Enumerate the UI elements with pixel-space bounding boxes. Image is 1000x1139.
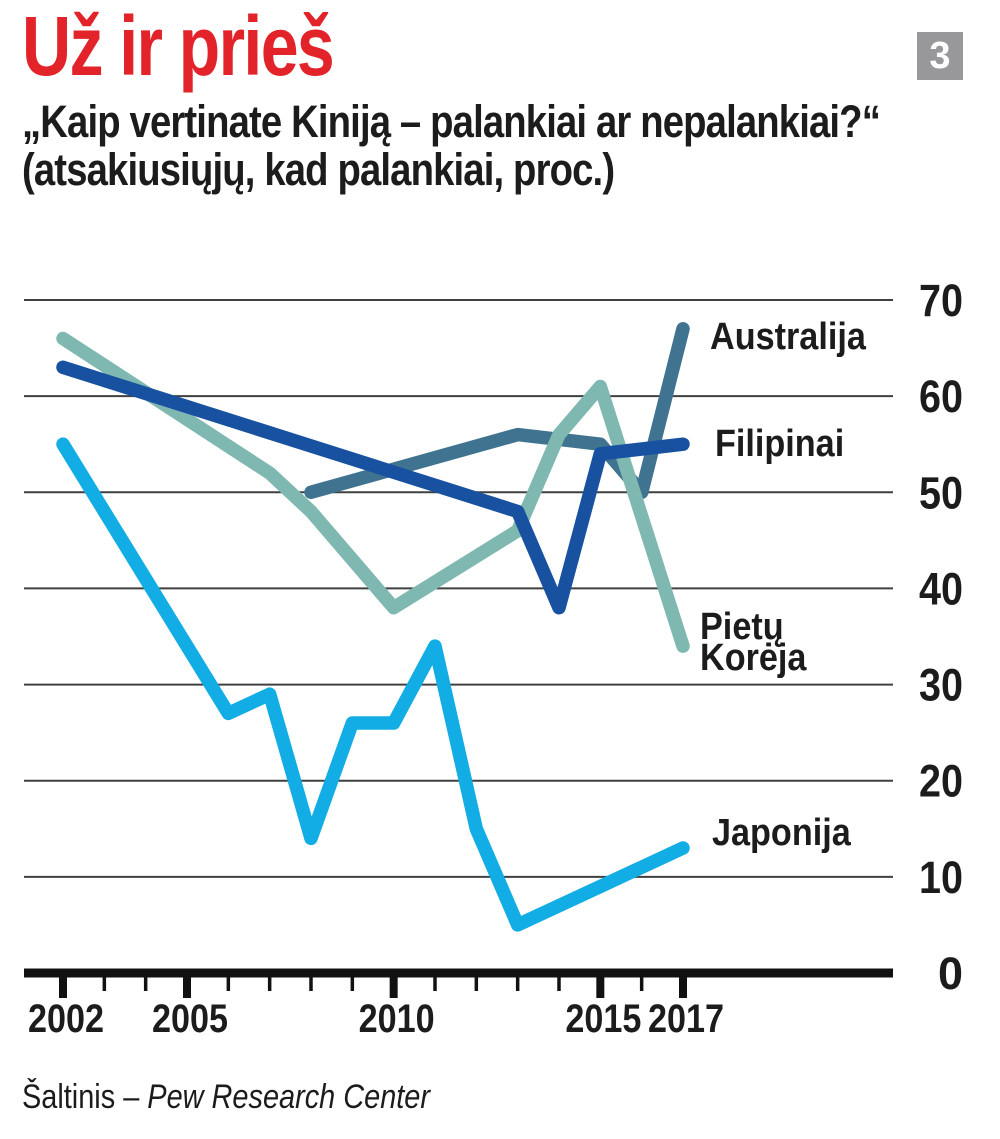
- y-tick-label-30: 30: [919, 660, 963, 711]
- series-line-australija: [304, 322, 690, 500]
- x-tick-label-2017: 2017: [648, 997, 724, 1041]
- figure-number-badge: 3: [917, 32, 963, 80]
- series-line-japonija: [56, 437, 690, 932]
- y-tick-label-50: 50: [919, 467, 963, 518]
- y-tick-label-60: 60: [919, 371, 963, 422]
- x-tick-label-2015: 2015: [565, 997, 641, 1041]
- y-tick-label-0: 0: [938, 948, 963, 999]
- x-tick-label-2010: 2010: [359, 997, 435, 1041]
- series-label-filipinai: Filipinai: [715, 423, 845, 465]
- series-label-japonija: Japonija: [712, 812, 851, 854]
- series-line-filipinai: [56, 360, 690, 615]
- source-prefix: Šaltinis –: [22, 1078, 148, 1116]
- source-name: Pew Research Center: [147, 1078, 431, 1116]
- y-tick-label-40: 40: [919, 563, 963, 614]
- x-tick-label-2005: 2005: [152, 997, 228, 1041]
- y-tick-label-10: 10: [919, 852, 963, 903]
- chart-subtitle: „Kaip vertinate Kiniją – palankiai ar ne…: [22, 96, 881, 195]
- y-tick-label-20: 20: [919, 756, 963, 807]
- source-line: Šaltinis – Pew Research Center: [22, 1077, 430, 1118]
- y-tick-label-70: 70: [919, 275, 963, 326]
- page-title: Už ir prieš: [22, 0, 335, 93]
- subtitle-line-1: „Kaip vertinate Kiniją – palankiai ar ne…: [22, 96, 881, 147]
- series-line-piet-kor-ja: [56, 331, 690, 653]
- series-label-australija: Australija: [710, 316, 866, 358]
- series-label-pietu-koreja: Pietų Korėja: [700, 606, 807, 679]
- x-tick-label-2002: 2002: [28, 997, 104, 1041]
- subtitle-line-2: (atsakiusiųjų, kad palankiai, proc.): [22, 144, 615, 195]
